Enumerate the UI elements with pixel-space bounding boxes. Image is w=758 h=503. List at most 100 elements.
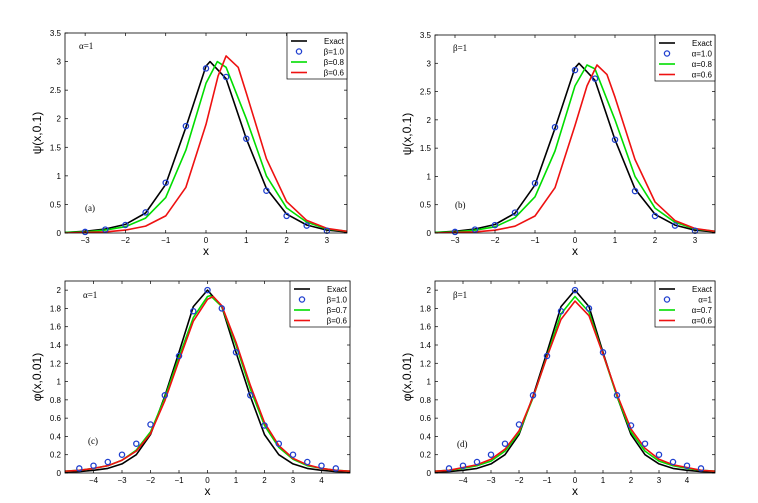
data-point xyxy=(631,187,639,195)
data-point xyxy=(557,307,565,315)
legend-entry: β=1.0 xyxy=(327,296,348,305)
y-tick-label: 0.8 xyxy=(420,396,432,405)
data-point xyxy=(501,440,509,447)
data-point xyxy=(261,422,268,429)
data-point xyxy=(118,451,126,458)
data-point xyxy=(611,136,619,143)
data-point xyxy=(147,421,154,428)
data-point xyxy=(529,392,537,399)
x-tick-label: 0 xyxy=(204,236,209,245)
data-point xyxy=(471,226,479,233)
data-point xyxy=(332,465,340,472)
data-point xyxy=(247,392,254,399)
x-tick-label: −3 xyxy=(450,236,460,245)
x-tick-label: 2 xyxy=(653,236,658,245)
parameter-annotation: α=1 xyxy=(83,290,97,300)
panel-c: −4 −3 −2 −1 0 1 2 3 4 0 0.2 0.4 0.6 0.8 1 1.2 1.4 1.6 1.8 2… xyxy=(30,280,351,498)
legend-entry: α=1.0 xyxy=(692,50,713,59)
y-axis-label: φ(x,0.01) xyxy=(400,353,414,401)
x-tick-label: 2 xyxy=(262,476,267,485)
y-tick-label: 0.4 xyxy=(50,432,62,441)
data-point xyxy=(81,228,89,236)
x-tick-label: −3 xyxy=(486,476,496,485)
y-tick-label: 2 xyxy=(427,286,432,295)
y-tick-label: 1 xyxy=(427,172,432,181)
data-point xyxy=(218,305,226,312)
x-tick-label: 1 xyxy=(244,236,249,245)
x-tick-label: 0 xyxy=(573,236,578,245)
x-tick-label: 4 xyxy=(685,476,690,485)
data-point xyxy=(487,451,495,458)
panel-label: (b) xyxy=(455,200,466,210)
legend: Exact β=1.0β=0.7 β=0.6 xyxy=(289,280,351,328)
y-tick-label: 1.6 xyxy=(50,323,62,332)
panel-label: (a) xyxy=(85,203,95,213)
data-point xyxy=(491,221,499,229)
data-point xyxy=(102,226,109,233)
y-tick-label: 2.5 xyxy=(420,88,432,97)
y-tick-label: 0 xyxy=(427,469,432,478)
x-axis-label: x xyxy=(205,484,211,498)
data-point xyxy=(571,286,579,294)
y-tick-label: 0.5 xyxy=(420,201,432,210)
data-point xyxy=(263,187,270,194)
y-tick-label: 1.8 xyxy=(420,304,432,313)
legend-entry: α=1 xyxy=(698,296,712,305)
data-point xyxy=(303,222,310,229)
legend-swatch xyxy=(295,48,303,55)
data-point xyxy=(318,462,325,469)
series-line xyxy=(65,55,347,233)
y-axis-label: ψ(x,0.1) xyxy=(30,112,44,155)
x-tick-label: −1 xyxy=(174,476,184,485)
data-point xyxy=(641,440,649,447)
x-tick-label: 3 xyxy=(291,476,296,485)
legend-entry: α=0.8 xyxy=(692,60,713,69)
data-point xyxy=(204,286,211,294)
x-tick-label: 2 xyxy=(629,476,634,485)
data-point xyxy=(671,222,679,229)
data-point xyxy=(571,66,579,74)
x-tick-label: −2 xyxy=(146,476,156,485)
data-point xyxy=(669,458,677,466)
y-tick-label: 1.4 xyxy=(420,341,432,350)
x-tick-label: −1 xyxy=(161,236,171,245)
legend-box xyxy=(654,34,716,82)
panel-b: −3 −2 −1 0 1 2 3 0 0.5 1 1.5 2 2.5 3 3.5 x ψ(x,0.1) β=1 (b… xyxy=(400,31,716,258)
data-point xyxy=(451,228,459,236)
data-point xyxy=(459,462,467,469)
data-point xyxy=(289,451,297,458)
y-tick-label: 1 xyxy=(57,378,62,387)
data-point xyxy=(627,422,635,429)
data-point xyxy=(591,75,599,82)
legend-entry: Exact xyxy=(692,39,713,48)
panel-label: (c) xyxy=(88,436,98,446)
y-tick-label: 3 xyxy=(427,59,432,68)
y-tick-label: 1.6 xyxy=(420,323,432,332)
y-tick-label: 0.6 xyxy=(50,414,62,423)
x-tick-label: 0 xyxy=(573,476,578,485)
data-point xyxy=(162,179,169,186)
y-axis-label: φ(x,0.01) xyxy=(30,353,44,401)
y-tick-label: 1.5 xyxy=(420,144,432,153)
x-axis-label: x xyxy=(572,244,578,258)
y-tick-label: 0.8 xyxy=(50,396,62,405)
data-point xyxy=(161,392,169,399)
series-line xyxy=(435,64,715,233)
y-tick-label: 3.5 xyxy=(420,31,432,40)
y-tick-label: 1.2 xyxy=(420,359,432,368)
legend: Exact β=1.0β=0.8 β=0.6 xyxy=(286,32,348,80)
data-point xyxy=(275,440,283,447)
legend-swatch xyxy=(298,296,306,303)
legend-entry: α=0.6 xyxy=(692,317,713,326)
parameter-annotation: α=1 xyxy=(79,41,93,51)
x-tick-label: 1 xyxy=(601,476,606,485)
x-tick-label: −2 xyxy=(490,236,500,245)
data-point xyxy=(683,462,691,469)
y-tick-label: 0.5 xyxy=(50,200,62,209)
y-tick-label: 0 xyxy=(57,469,62,478)
x-axis-label: x xyxy=(572,484,578,498)
x-tick-label: 3 xyxy=(657,476,662,485)
data-point xyxy=(190,307,197,315)
y-tick-label: 3.5 xyxy=(50,29,62,38)
x-axis-label: x xyxy=(203,244,209,258)
